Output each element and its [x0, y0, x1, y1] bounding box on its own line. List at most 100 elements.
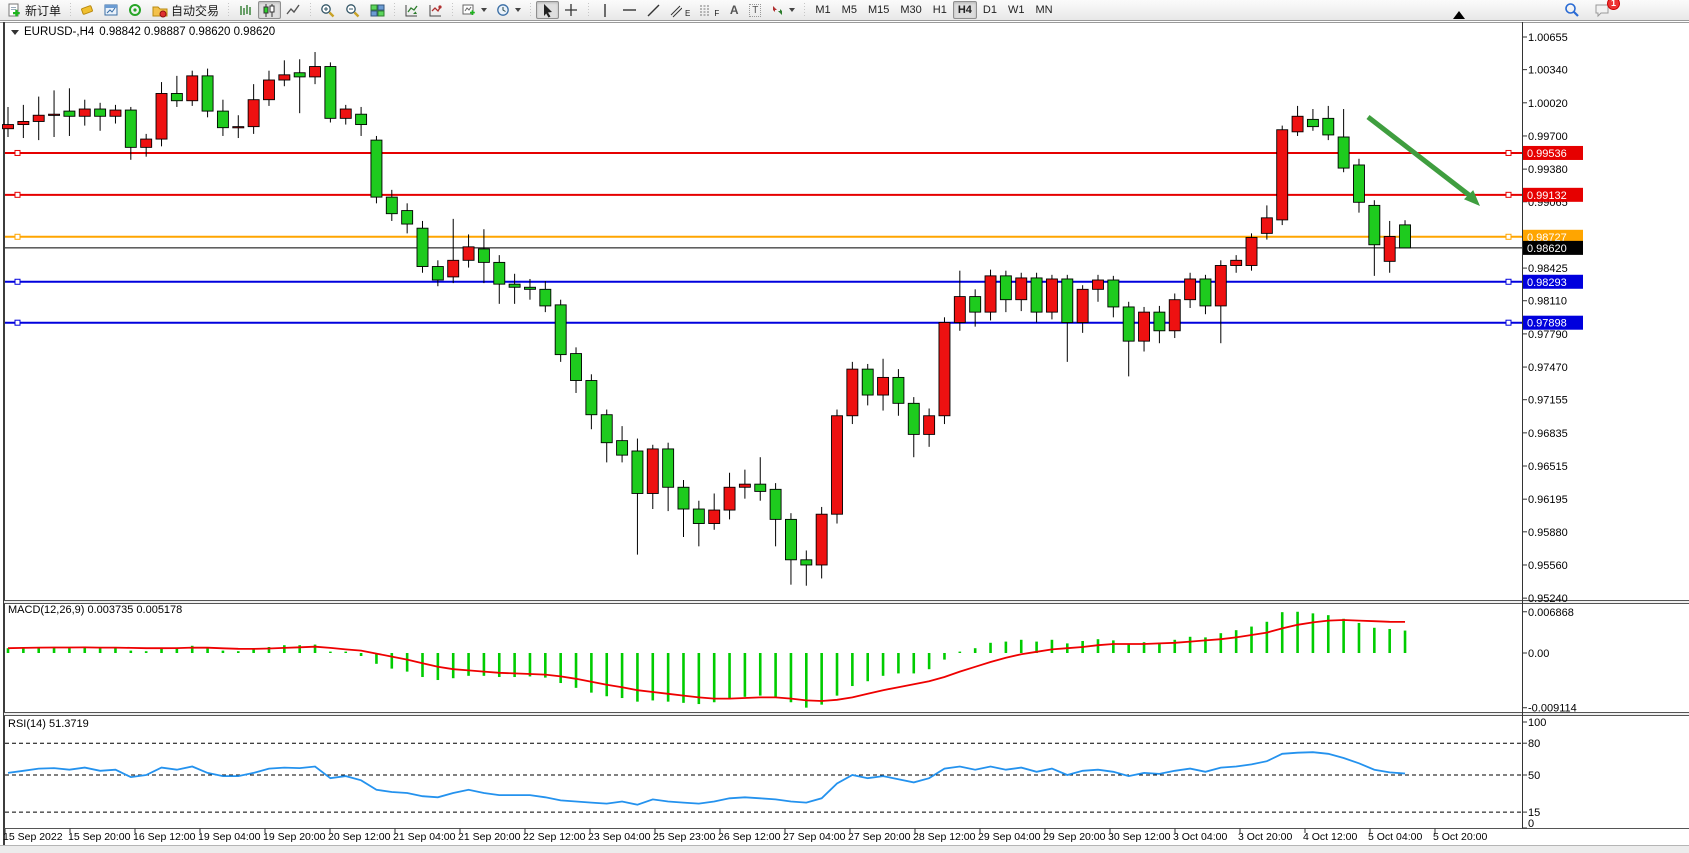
- zoom-in-icon: [320, 3, 336, 18]
- channel-tool-button[interactable]: E: [666, 1, 694, 19]
- svg-text:15 Sep 20:00: 15 Sep 20:00: [68, 831, 131, 843]
- toolbar-grip: [450, 2, 456, 18]
- new-order-label: 新订单: [25, 3, 62, 18]
- styler-button[interactable]: [76, 1, 99, 19]
- svg-text:27 Sep 20:00: 27 Sep 20:00: [848, 831, 911, 843]
- svg-text:5 Oct 20:00: 5 Oct 20:00: [1433, 831, 1487, 843]
- horizontal-line-tool-button[interactable]: [618, 1, 641, 19]
- bar-chart-type-button[interactable]: [234, 1, 257, 19]
- notifications-button[interactable]: 1: [1590, 0, 1620, 19]
- period-selector-button[interactable]: [492, 1, 525, 19]
- tile-windows-button[interactable]: [366, 1, 389, 19]
- chart-ohlc-values: 0.98842 0.98887 0.98620 0.98620: [99, 26, 276, 38]
- signal-icon: [128, 3, 143, 18]
- svg-text:15 Sep 2022: 15 Sep 2022: [3, 831, 63, 843]
- fibonacci-icon: [699, 3, 711, 18]
- tile-windows-icon: [370, 3, 385, 18]
- svg-text:100: 100: [1528, 717, 1546, 729]
- indicator-window-button[interactable]: [400, 1, 423, 19]
- text-tool-button[interactable]: A: [724, 1, 744, 19]
- fibonacci-tool-button[interactable]: F: [695, 1, 723, 19]
- template-button[interactable]: [458, 1, 491, 19]
- text-label-icon: T: [749, 3, 762, 17]
- svg-text:0.96195: 0.96195: [1528, 494, 1568, 506]
- eraser-icon: [80, 3, 95, 18]
- zoom-out-button[interactable]: [341, 1, 365, 19]
- svg-text:28 Sep 12:00: 28 Sep 12:00: [913, 831, 976, 843]
- svg-text:22 Sep 12:00: 22 Sep 12:00: [523, 831, 586, 843]
- vertical-line-tool-button[interactable]: [594, 1, 617, 19]
- new-order-icon: [7, 3, 22, 18]
- svg-text:0.97790: 0.97790: [1528, 329, 1568, 341]
- chevron-down-icon: [481, 8, 488, 12]
- toolbar-grip: [226, 2, 232, 18]
- svg-text:0.00: 0.00: [1528, 648, 1549, 660]
- indicator-window-icon: [404, 3, 419, 18]
- svg-text:26 Sep 12:00: 26 Sep 12:00: [718, 831, 781, 843]
- crosshair-tool-button[interactable]: [560, 1, 583, 19]
- toolbar-grip: [802, 2, 808, 18]
- trendline-tool-button[interactable]: [642, 1, 665, 19]
- svg-text:0: 0: [1528, 818, 1534, 830]
- timeframe-h1-button[interactable]: H1: [932, 4, 947, 16]
- chart-shift-marker-icon[interactable]: [1453, 11, 1465, 19]
- timeframe-m1-button[interactable]: M1: [815, 4, 831, 16]
- svg-text:0.99700: 0.99700: [1528, 131, 1568, 143]
- clock-icon: [496, 3, 511, 18]
- svg-text:0.98620: 0.98620: [1527, 243, 1567, 255]
- auto-trading-button[interactable]: 自动交易: [148, 1, 223, 19]
- auto-trading-icon: [152, 3, 168, 18]
- timeframe-mn-button[interactable]: MN: [1035, 4, 1053, 16]
- chart-symbol-period: EURUSD-,H4: [24, 26, 95, 38]
- svg-text:15: 15: [1528, 807, 1540, 819]
- svg-text:19 Sep 20:00: 19 Sep 20:00: [263, 831, 326, 843]
- timeframe-d1-button[interactable]: D1: [982, 4, 997, 16]
- price-chart-canvas[interactable]: 1.006551.003401.000200.997000.993800.990…: [0, 22, 1689, 853]
- timeframe-h4-button[interactable]: H4: [952, 1, 977, 19]
- timeframe-m5-button[interactable]: M5: [841, 4, 857, 16]
- svg-text:19 Sep 04:00: 19 Sep 04:00: [198, 831, 261, 843]
- one-click-trading-collapse-icon[interactable]: [11, 29, 19, 35]
- svg-text:0.98727: 0.98727: [1527, 232, 1567, 244]
- line-chart-icon: [286, 3, 301, 18]
- new-order-button[interactable]: 新订单: [3, 1, 65, 19]
- auto-trading-label: 自动交易: [171, 3, 220, 18]
- svg-text:20 Sep 12:00: 20 Sep 12:00: [328, 831, 391, 843]
- svg-text:0.95240: 0.95240: [1528, 593, 1568, 605]
- chevron-down-icon: [515, 8, 522, 12]
- svg-text:21 Sep 20:00: 21 Sep 20:00: [458, 831, 521, 843]
- signal-button[interactable]: [124, 1, 147, 19]
- period-window-button[interactable]: [424, 1, 447, 19]
- svg-text:0.95880: 0.95880: [1528, 527, 1568, 539]
- crosshair-icon: [564, 3, 579, 18]
- svg-text:29 Sep 04:00: 29 Sep 04:00: [978, 831, 1041, 843]
- notification-badge: 1: [1607, 0, 1620, 10]
- svg-text:16 Sep 12:00: 16 Sep 12:00: [133, 831, 196, 843]
- svg-text:0.006868: 0.006868: [1528, 607, 1574, 619]
- svg-text:3 Oct 20:00: 3 Oct 20:00: [1238, 831, 1292, 843]
- line-chart-type-button[interactable]: [282, 1, 305, 19]
- zoom-in-button[interactable]: [316, 1, 340, 19]
- svg-text:27 Sep 04:00: 27 Sep 04:00: [783, 831, 846, 843]
- svg-text:25 Sep 23:00: 25 Sep 23:00: [653, 831, 716, 843]
- search-button[interactable]: [1560, 1, 1584, 19]
- channel-letter: E: [685, 9, 691, 18]
- vertical-line-icon: [598, 3, 613, 18]
- arrows-tool-button[interactable]: [766, 1, 799, 19]
- svg-text:0.96835: 0.96835: [1528, 428, 1568, 440]
- svg-text:0.99380: 0.99380: [1528, 164, 1568, 176]
- candlestick-icon: [262, 3, 277, 18]
- candlestick-chart-type-button[interactable]: [258, 1, 282, 19]
- text-label-tool-button[interactable]: T: [745, 1, 765, 19]
- svg-text:80: 80: [1528, 738, 1540, 750]
- timeframe-m30-button[interactable]: M30: [900, 4, 922, 16]
- bar-chart-icon: [238, 3, 253, 18]
- svg-text:0.96515: 0.96515: [1528, 461, 1568, 473]
- cursor-tool-button[interactable]: [536, 1, 560, 19]
- chevron-down-icon: [789, 8, 796, 12]
- chart-window-button[interactable]: [100, 1, 123, 19]
- svg-text:0.97898: 0.97898: [1527, 318, 1567, 330]
- timeframe-m15-button[interactable]: M15: [867, 4, 890, 16]
- timeframe-w1-button[interactable]: W1: [1007, 4, 1025, 16]
- text-icon: A: [729, 3, 739, 17]
